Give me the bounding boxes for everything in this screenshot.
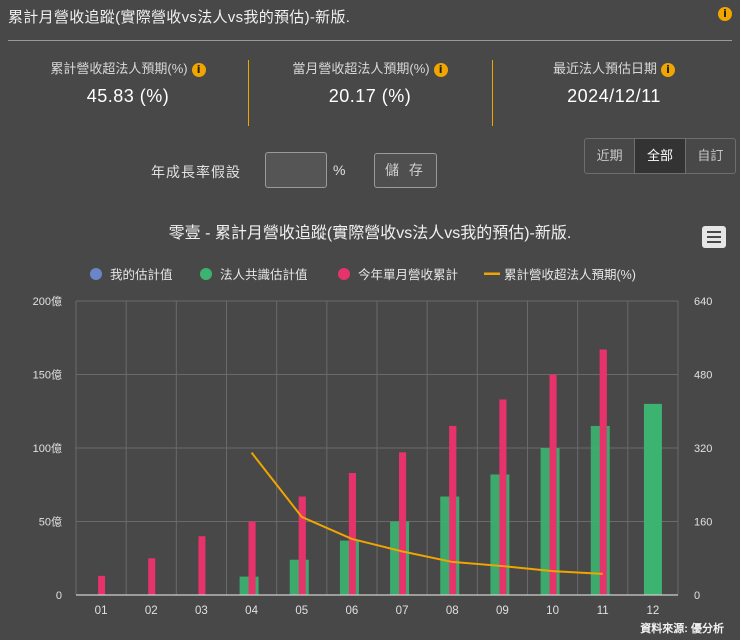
- y-right-tick-label: 480: [694, 370, 712, 382]
- legend-label: 法人共識估計值: [220, 267, 308, 282]
- stat-cumulative-exceed: 累計營收超法人預期(%) i 45.83 (%): [6, 58, 250, 107]
- legend-marker: [484, 272, 500, 275]
- page-title: 累計月營收追蹤(實際營收vs法人vs我的預估)-新版.: [8, 9, 351, 26]
- y-right-tick-label: 160: [694, 517, 712, 529]
- y-left-tick-label: 0: [56, 590, 62, 602]
- legend-marker: [200, 268, 212, 280]
- bar-monthly-cumulative: [549, 374, 557, 595]
- x-tick-label: 05: [295, 605, 308, 617]
- stat-value: 2024/12/11: [567, 86, 661, 106]
- legend-label: 今年單月營收累計: [358, 267, 458, 282]
- line-exceed-expectation: [250, 451, 603, 575]
- stat-separator: [492, 60, 493, 126]
- percent-sign: %: [333, 162, 346, 178]
- x-tick-label: 10: [546, 605, 559, 617]
- chart: 零壹 - 累計月營收追蹤(實際營收vs法人vs我的預估)-新版. 我的估計值 法人共…: [33, 223, 724, 635]
- x-tick-label: 01: [95, 605, 108, 617]
- x-tick-label: 09: [496, 605, 509, 617]
- x-tick-label: 02: [145, 605, 158, 617]
- stat-value: 45.83 (%): [86, 86, 170, 106]
- save-button[interactable]: 儲 存: [374, 153, 437, 188]
- y-left-tick-label: 50億: [39, 516, 62, 529]
- legend-marker: [338, 268, 350, 280]
- x-tick-label: 12: [647, 605, 660, 617]
- x-tick-label: 11: [597, 605, 609, 617]
- info-icon[interactable]: i: [191, 62, 206, 77]
- bar-monthly-cumulative: [248, 521, 256, 595]
- chart-source: 資料來源: 優分析: [640, 621, 724, 635]
- y-right-tick-label: 640: [694, 296, 712, 308]
- bar-monthly-cumulative: [198, 536, 206, 595]
- bar-consensus: [643, 403, 662, 595]
- info-icon[interactable]: i: [661, 62, 675, 77]
- range-tabs: 近期 全部 自訂: [584, 138, 736, 174]
- x-tick-label: 07: [396, 605, 409, 617]
- chart-title: 零壹 - 累計月營收追蹤(實際營收vs法人vs我的預估)-新版.: [169, 223, 572, 242]
- info-icon[interactable]: i: [433, 62, 448, 77]
- stat-label: 累計營收超法人預期(%): [50, 61, 188, 76]
- stat-label: 當月營收超法人預期(%): [292, 61, 430, 76]
- legend-marker: [90, 268, 102, 280]
- growth-rate-input[interactable]: [265, 152, 327, 188]
- x-tick-label: 04: [245, 605, 258, 617]
- tab-custom[interactable]: 自訂: [684, 139, 735, 173]
- bar-monthly-cumulative: [298, 496, 306, 595]
- tab-all[interactable]: 全部: [634, 139, 685, 173]
- y-right-tick-label: 320: [694, 443, 712, 455]
- info-icon[interactable]: i: [718, 7, 732, 21]
- x-tick-label: 06: [346, 605, 359, 617]
- stat-label: 最近法人預估日期: [552, 61, 657, 76]
- header-divider: [8, 40, 732, 41]
- stat-separator: [248, 60, 249, 126]
- bar-monthly-cumulative: [399, 452, 407, 595]
- bar-monthly-cumulative: [449, 425, 457, 595]
- stat-latest-estimate-date: 最近法人預估日期 i 2024/12/11: [492, 58, 736, 107]
- y-left-tick-label: 100億: [33, 442, 62, 455]
- y-left-tick-label: 200億: [33, 295, 62, 308]
- y-left-tick-label: 150億: [33, 369, 62, 382]
- bar-monthly-cumulative: [348, 472, 356, 595]
- x-tick-label: 08: [446, 605, 459, 617]
- tab-recent[interactable]: 近期: [596, 148, 623, 163]
- legend-label: 累計營收超法人預期(%): [504, 267, 636, 282]
- y-right-tick-label: 0: [694, 590, 700, 602]
- bar-monthly-cumulative: [98, 575, 106, 595]
- stat-value: 20.17 (%): [328, 86, 412, 106]
- stat-monthly-exceed: 當月營收超法人預期(%) i 20.17 (%): [248, 58, 492, 107]
- bar-monthly-cumulative: [499, 399, 507, 595]
- legend-label: 我的估計值: [110, 267, 173, 282]
- growth-rate-label: 年成長率假設: [151, 164, 241, 180]
- bar-monthly-cumulative: [599, 349, 607, 595]
- bar-monthly-cumulative: [148, 558, 156, 595]
- chart-menu-button[interactable]: [702, 226, 726, 248]
- x-tick-label: 03: [195, 605, 208, 617]
